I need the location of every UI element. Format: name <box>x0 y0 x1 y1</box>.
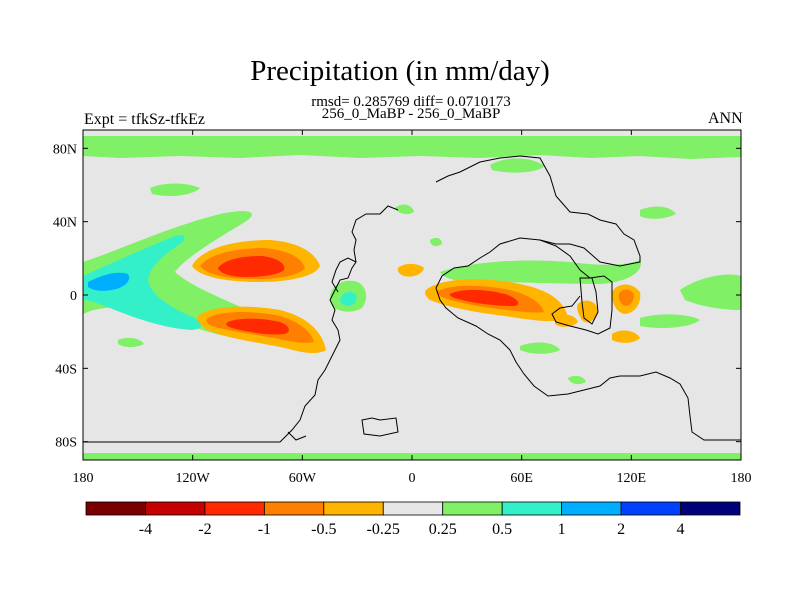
colorbar-swatch <box>85 501 146 516</box>
x-tick-label: 120E <box>617 471 647 486</box>
y-tick-label: 40S <box>55 362 77 377</box>
colorbar-swatch <box>501 501 563 516</box>
colorbar-label: -0.25 <box>367 521 400 538</box>
x-tick-label: 180 <box>73 471 94 486</box>
west-pacific-positive <box>680 274 741 310</box>
y-tick-label: 40N <box>53 216 77 231</box>
positive-patch-7 <box>568 375 586 385</box>
arabia-india-outline <box>539 239 613 335</box>
colorbar-swatch <box>620 501 681 516</box>
x-tick-label: 60E <box>510 471 533 486</box>
colorbar-label: -1 <box>258 521 271 538</box>
colorbar-label: 1 <box>558 521 566 538</box>
arctic-band-positive <box>83 136 741 159</box>
anomaly-field <box>83 136 741 460</box>
colorbar-label: 2 <box>617 521 625 538</box>
colorbar-label: -0.5 <box>311 521 336 538</box>
y-tick-label: 0 <box>70 289 77 304</box>
north-lobe-strong-negative <box>218 256 285 277</box>
indian-ocean-strong-negative <box>449 289 519 306</box>
colorbar-label: -4 <box>139 521 152 538</box>
positive-patch-8 <box>118 337 144 347</box>
colorbar-swatch <box>204 501 265 516</box>
eurasia-africa-coastline <box>435 155 741 441</box>
positive-patch-6 <box>395 204 414 215</box>
x-tick-label: 180 <box>731 471 752 486</box>
north-america-coast <box>331 257 357 293</box>
x-tick-label: 0 <box>409 471 416 486</box>
pacific-peak-positive <box>88 272 130 291</box>
colorbar-swatch <box>145 501 206 516</box>
experiment-label: Expt = tfkSz-tfkEz <box>84 111 205 128</box>
positive-patch-2 <box>490 158 545 173</box>
colorbar-swatch <box>263 501 325 516</box>
antarctica-coast <box>361 417 399 437</box>
colorbar-swatch <box>680 501 741 516</box>
positive-patch-3 <box>640 206 676 219</box>
colorbar-swatch <box>442 501 503 516</box>
americas-coastline <box>83 205 399 443</box>
positive-patch-4 <box>430 237 442 247</box>
southern-pacific-positive <box>640 314 700 328</box>
season-label: ANN <box>708 110 743 127</box>
y-tick-label: 80N <box>53 142 77 157</box>
positive-patch-5 <box>520 342 560 354</box>
pacific-strong-positive <box>83 235 202 330</box>
positive-patch-1 <box>150 183 200 196</box>
colorbar-swatch <box>323 501 384 516</box>
colorbar-label: 0.5 <box>492 521 512 538</box>
colorbar-swatch <box>561 501 622 516</box>
south-lobe-strong-negative <box>226 318 289 335</box>
colorbar-swatch <box>382 501 444 516</box>
axis-ticks: 180 120W 60W 0 60E 120E 180 80N 40N 0 40S 80S <box>53 130 752 486</box>
colorbar-label: -2 <box>198 521 211 538</box>
colorbar-label: 4 <box>677 521 685 538</box>
y-tick-label: 80S <box>55 436 77 451</box>
australia-outline <box>579 277 599 325</box>
chart-subtitle: 256_0_MaBP - 256_0_MaBP <box>321 106 501 122</box>
australia-negative <box>612 330 640 343</box>
colorbar-label: 0.25 <box>429 521 457 538</box>
maritime-strong-negative <box>618 289 634 306</box>
chart-title: Precipitation (in mm/day) <box>250 55 550 87</box>
south-america-tip <box>287 431 307 441</box>
x-tick-label: 60W <box>289 471 317 486</box>
west-africa-negative <box>397 263 424 277</box>
stats-line: rmsd= 0.285769 diff= 0.0710173 <box>311 94 511 110</box>
x-tick-label: 120W <box>176 471 211 486</box>
colorbar: -4 -2 -1 -0.5 -0.25 0.25 0.5 1 2 4 <box>85 501 741 538</box>
atlantic-strong-positive <box>340 292 357 306</box>
